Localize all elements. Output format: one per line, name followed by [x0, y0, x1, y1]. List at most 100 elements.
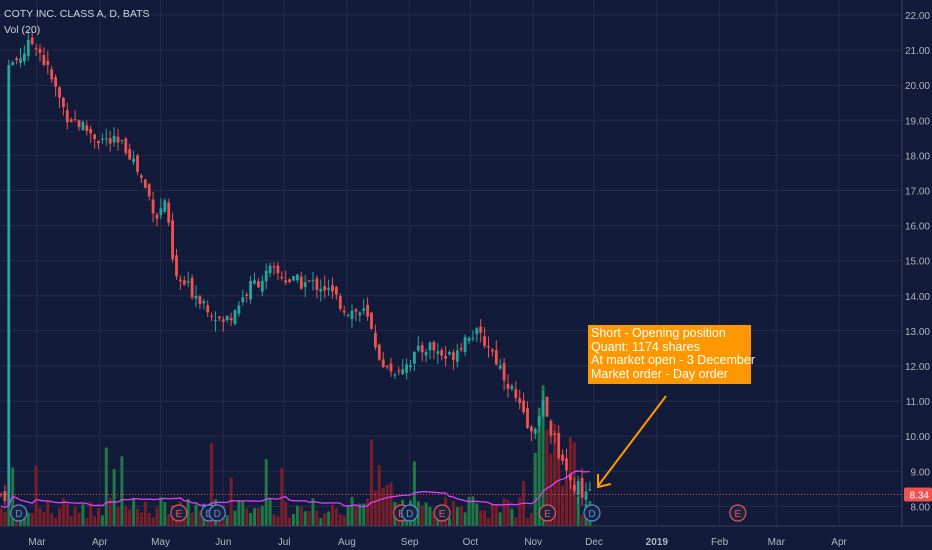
volume-bar	[288, 517, 292, 526]
candle-body	[0, 493, 3, 495]
volume-bar	[194, 504, 198, 526]
volume-bar	[323, 513, 327, 526]
volume-bar	[237, 500, 241, 526]
candle-body	[65, 110, 69, 123]
annotation-arrow-head	[597, 474, 612, 489]
time-tick-label: Mar	[768, 537, 786, 548]
volume-bar	[319, 517, 323, 526]
volume-bar	[424, 502, 428, 526]
volume-bar	[479, 510, 483, 526]
volume-bar	[373, 490, 377, 526]
price-tick-label: 16.00	[905, 222, 930, 233]
candle-body	[537, 416, 541, 426]
volume-bar	[256, 508, 260, 526]
trade-annotation-box[interactable]: Short - Opening position Quant: 1174 sha…	[588, 325, 755, 384]
candle-body	[444, 355, 447, 359]
candle-body	[342, 310, 346, 313]
volume-bar	[381, 487, 385, 526]
volume-bar	[54, 517, 58, 526]
candle-body	[362, 308, 366, 311]
candle-body	[311, 280, 315, 282]
candle-body	[186, 281, 190, 283]
event-marker-label: D	[214, 509, 221, 520]
volume-bar	[428, 506, 432, 526]
candle-body	[159, 208, 163, 216]
volume-bar	[295, 505, 299, 526]
volume-bar	[272, 514, 276, 526]
candle-body	[229, 317, 233, 321]
candle-body	[272, 266, 276, 268]
volume-bar	[108, 497, 112, 526]
candle-body	[7, 64, 11, 505]
price-tick-label: 19.00	[905, 116, 930, 127]
candle-body	[42, 55, 46, 65]
volume-bar	[553, 423, 557, 526]
candle-body	[565, 458, 568, 471]
volume-legend[interactable]: Vol (20)	[4, 24, 41, 36]
candles	[0, 30, 592, 508]
candle-body	[206, 305, 210, 313]
candle-body	[299, 276, 303, 289]
candle-body	[292, 276, 295, 281]
candle-body	[171, 220, 174, 260]
volume-bar	[132, 498, 136, 526]
candle-body	[331, 285, 334, 292]
candle-body	[50, 69, 54, 80]
candle-body	[257, 281, 260, 288]
volume-bar	[163, 502, 167, 526]
time-tick-label: Apr	[92, 537, 108, 548]
price-tick-label: 9.00	[911, 467, 931, 478]
event-marker-label: D	[15, 509, 22, 520]
candle-body	[397, 370, 401, 372]
volume-bar	[311, 498, 315, 526]
candle-body	[526, 408, 529, 429]
time-axis-background	[0, 526, 932, 550]
candle-body	[249, 280, 252, 300]
candle-body	[354, 309, 358, 312]
candle-body	[366, 304, 369, 317]
volume-bar	[389, 482, 393, 526]
volume-bar	[299, 507, 303, 526]
volume-bar	[81, 504, 85, 526]
candle-body	[116, 136, 120, 143]
candle-body	[253, 280, 256, 284]
symbol-legend[interactable]: COTY INC. CLASS A, D, BATS	[4, 8, 150, 20]
volume-bar	[545, 429, 549, 526]
candle-body	[93, 134, 96, 140]
candle-body	[374, 332, 377, 348]
volume-bar	[38, 508, 42, 526]
candle-body	[89, 128, 93, 134]
volume-bar	[73, 507, 77, 526]
candle-body	[30, 37, 34, 45]
candle-body	[296, 274, 299, 281]
candle-body	[514, 389, 518, 399]
candle-body	[233, 310, 237, 324]
candle-body	[455, 350, 459, 362]
volume-bar	[210, 443, 214, 526]
volume-bar	[93, 516, 97, 526]
candle-body	[101, 138, 104, 140]
volume-bar	[112, 469, 116, 526]
candle-body	[104, 138, 108, 140]
candle-body	[182, 280, 186, 285]
candle-body	[471, 337, 475, 339]
volume-bar	[526, 517, 529, 526]
volume-bar	[190, 512, 194, 526]
candle-body	[428, 342, 432, 351]
candle-body	[346, 315, 350, 317]
candle-body	[405, 364, 408, 373]
volume-bar	[46, 501, 50, 526]
price-tick-label: 21.00	[905, 46, 930, 57]
candle-body	[370, 312, 373, 329]
volume-bar	[565, 478, 568, 526]
volume-bar	[354, 506, 358, 526]
candle-body	[506, 383, 510, 389]
volume-bar	[518, 497, 522, 526]
event-marker-label: E	[439, 509, 446, 520]
candle-body	[420, 345, 424, 353]
price-tick-label: 15.00	[905, 257, 930, 268]
volume-bar	[510, 508, 514, 526]
